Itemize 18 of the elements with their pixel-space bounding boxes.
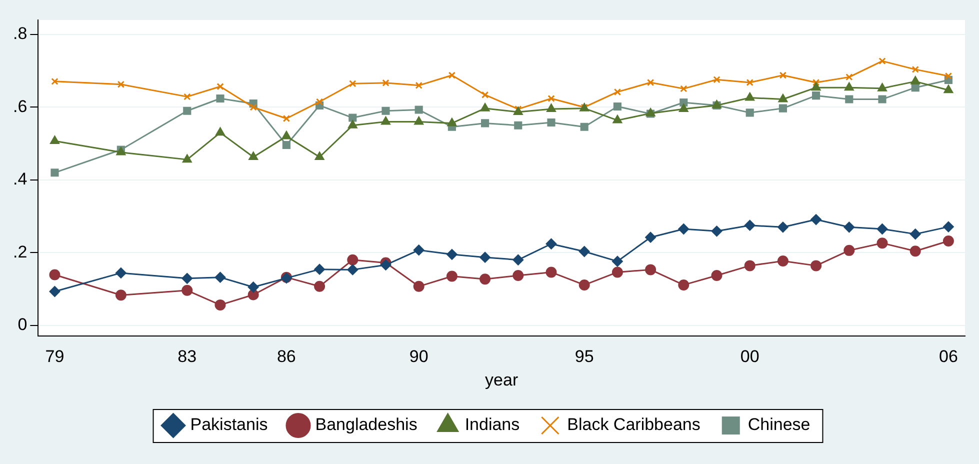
- x-tick-label: 06: [938, 347, 958, 366]
- x-tick-label: 83: [178, 347, 197, 366]
- x-tick-label: 95: [574, 347, 594, 366]
- y-tick-label: .6: [12, 96, 28, 116]
- x-axis-title: year: [485, 370, 518, 390]
- legend-label: Bangladeshis: [315, 415, 418, 434]
- x-tick-label: 00: [740, 347, 760, 366]
- y-tick-label: .4: [12, 170, 28, 189]
- y-tick-label: 0: [18, 314, 28, 334]
- legend-label: Black Caribbeans: [567, 415, 700, 434]
- x-tick-label: 90: [409, 347, 428, 366]
- legend-label: Pakistanis: [190, 415, 268, 434]
- y-tick-label: .2: [12, 242, 28, 262]
- x-tick-label: 86: [276, 347, 296, 366]
- legend-label: Indians: [464, 415, 520, 434]
- legend-label: Chinese: [748, 415, 810, 434]
- x-tick-label: 79: [45, 347, 64, 366]
- y-tick-label: .8: [12, 24, 28, 44]
